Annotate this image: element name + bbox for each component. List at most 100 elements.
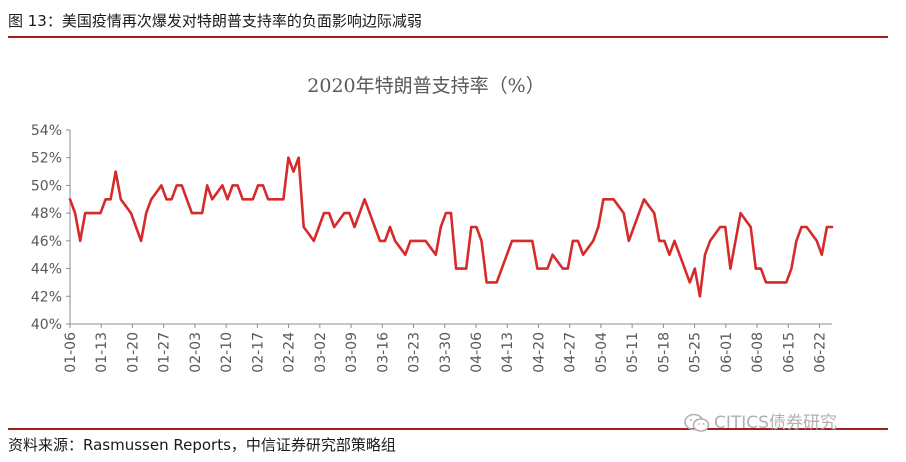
wechat-icon <box>684 413 710 432</box>
data-point <box>185 198 188 201</box>
data-point <box>815 239 818 242</box>
data-point <box>211 198 214 201</box>
data-point <box>648 205 651 208</box>
x-tick-label: 03-30 <box>438 332 454 373</box>
data-point <box>251 198 254 201</box>
data-point <box>795 239 798 242</box>
x-tick-label: 02-10 <box>219 332 235 373</box>
data-point <box>119 198 122 201</box>
x-tick-label: 04-13 <box>500 332 516 373</box>
data-point <box>383 239 387 242</box>
data-point <box>810 232 813 235</box>
data-point <box>231 184 234 187</box>
y-tick-label: 42% <box>31 289 62 305</box>
data-point <box>805 225 808 229</box>
data-point <box>673 239 676 242</box>
data-point <box>510 239 514 242</box>
data-point <box>790 267 793 270</box>
data-point <box>114 170 117 173</box>
data-point <box>658 239 661 242</box>
data-point <box>419 239 422 242</box>
data-point <box>592 239 595 242</box>
x-tick-label: 04-20 <box>531 332 547 373</box>
data-point <box>424 239 427 242</box>
data-point <box>571 239 575 242</box>
data-point <box>683 267 686 270</box>
data-point <box>429 246 432 249</box>
data-point <box>729 267 732 270</box>
y-tick-label: 54% <box>31 123 62 139</box>
data-point <box>261 184 265 187</box>
data-point <box>434 253 437 256</box>
data-point <box>399 246 402 249</box>
data-point <box>439 225 442 229</box>
data-point <box>109 198 112 201</box>
data-point <box>277 198 280 201</box>
data-point <box>617 205 620 208</box>
data-point <box>287 156 290 159</box>
data-point <box>536 267 539 270</box>
data-point <box>282 198 285 201</box>
data-point <box>754 267 757 270</box>
data-point <box>160 184 163 187</box>
data-point <box>551 253 554 256</box>
x-tick-label: 05-11 <box>625 332 641 373</box>
x-tick-label: 01-27 <box>157 332 173 373</box>
data-point <box>348 212 351 215</box>
data-point <box>612 198 615 201</box>
figure-title: 图 13：美国疫情再次爆发对特朗普支持率的负面影响边际减弱 <box>8 12 422 30</box>
data-point <box>546 267 549 270</box>
y-tick-label: 46% <box>31 234 62 250</box>
data-point <box>226 198 229 201</box>
data-point <box>775 281 778 284</box>
data-point <box>124 205 127 208</box>
data-point <box>302 225 305 229</box>
data-point <box>734 239 737 242</box>
data-point <box>709 239 712 242</box>
data-point <box>485 281 488 284</box>
data-point <box>79 239 82 242</box>
data-point <box>394 239 397 242</box>
data-point <box>180 184 183 187</box>
data-point <box>388 225 392 229</box>
data-point <box>206 184 209 187</box>
chart: 2020年特朗普支持率（%） 40%42%44%46%48%50%52%54% … <box>31 75 834 373</box>
data-point <box>312 239 315 242</box>
data-point <box>582 253 585 256</box>
data-point <box>556 260 559 263</box>
data-point <box>140 239 143 242</box>
source-note: 资料来源：Rasmussen Reports，中信证券研究部策略组 <box>8 436 396 454</box>
x-tick-label: 02-03 <box>188 332 204 373</box>
data-point <box>170 198 173 201</box>
data-point <box>780 281 783 284</box>
data-point <box>653 212 656 215</box>
data-point <box>764 281 768 284</box>
data-point <box>74 212 77 215</box>
chart-title: 2020年特朗普支持率（%） <box>307 75 544 97</box>
data-point <box>820 253 823 256</box>
data-point <box>444 212 447 215</box>
x-tick-label: 04-27 <box>563 332 579 373</box>
data-point <box>297 156 300 159</box>
x-tick-label: 05-18 <box>656 332 672 373</box>
data-point <box>333 225 336 229</box>
data-point <box>627 239 630 242</box>
data-point <box>89 212 92 215</box>
y-tick-label: 52% <box>31 151 62 167</box>
data-point <box>622 212 625 215</box>
data-point <box>465 267 468 270</box>
data-point <box>759 267 763 270</box>
data-point <box>505 253 508 256</box>
y-tick-label: 40% <box>31 317 62 333</box>
data-point <box>338 219 341 222</box>
data-point <box>129 212 133 215</box>
data-point <box>693 267 696 270</box>
x-tick-label: 02-17 <box>250 332 266 373</box>
data-point <box>104 198 107 201</box>
data-point <box>642 198 646 201</box>
data-point <box>703 253 707 256</box>
top-divider <box>8 36 888 38</box>
data-point <box>307 232 310 235</box>
x-tick-label: 01-13 <box>94 332 110 373</box>
y-tick-label: 44% <box>31 262 62 278</box>
